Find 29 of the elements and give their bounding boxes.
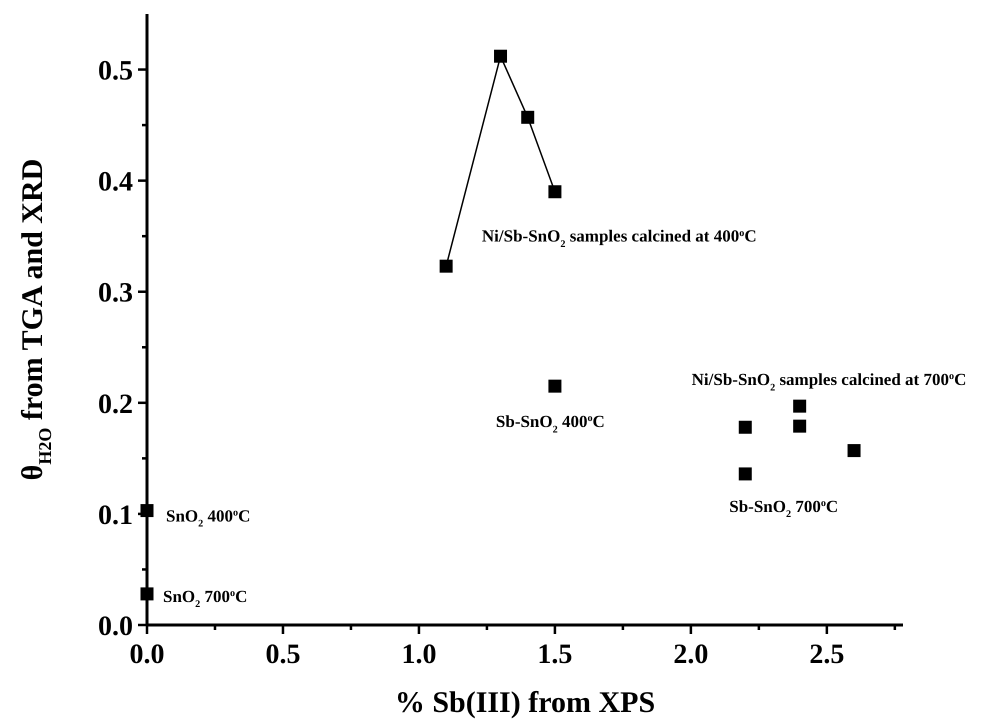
y-tick-label: 0.2 — [98, 388, 133, 420]
x-tick-label: 2.0 — [673, 639, 708, 670]
annotation: Ni/Sb-SnO$_{2}$ samples calcined at 400$^{o}$C — [482, 226, 757, 250]
point — [521, 110, 534, 124]
point — [793, 400, 806, 413]
point — [440, 260, 453, 273]
point — [738, 420, 752, 434]
x-tick-label: 0.0 — [130, 639, 164, 670]
x-tick-label: 2.5 — [809, 639, 844, 670]
annotation: SnO$_{2}$ 700$^{o}$C — [163, 586, 248, 610]
y-tick-label: 0.4 — [98, 166, 133, 198]
point — [494, 50, 508, 63]
point — [548, 185, 562, 198]
x-axis-title: % Sb(III) from XPS — [394, 686, 656, 719]
annotation: Ni/Sb-SnO$_{2}$ samples calcined at 700$^{o}$C — [692, 370, 966, 394]
point — [738, 467, 752, 480]
point — [848, 444, 861, 458]
y-tick-label: 0.1 — [98, 500, 133, 531]
annotation: SnO$_{2}$ 400$^{o}$C — [166, 506, 250, 530]
point — [548, 380, 562, 393]
y-tick-label: 0.3 — [98, 278, 133, 309]
annotation: Sb-SnO$_{2}$ 700$^{o}$C — [729, 496, 838, 520]
x-tick-label: 1.0 — [401, 639, 436, 670]
x-tick-label: 0.5 — [265, 639, 300, 670]
y-tick-label: 0.5 — [98, 56, 133, 87]
annotation: Sb-SnO$_{2}$ 400$^{o}$C — [496, 412, 605, 436]
x-tick-label: 1.5 — [537, 639, 572, 670]
y-tick-label: 0.0 — [98, 611, 133, 642]
point — [793, 420, 806, 433]
